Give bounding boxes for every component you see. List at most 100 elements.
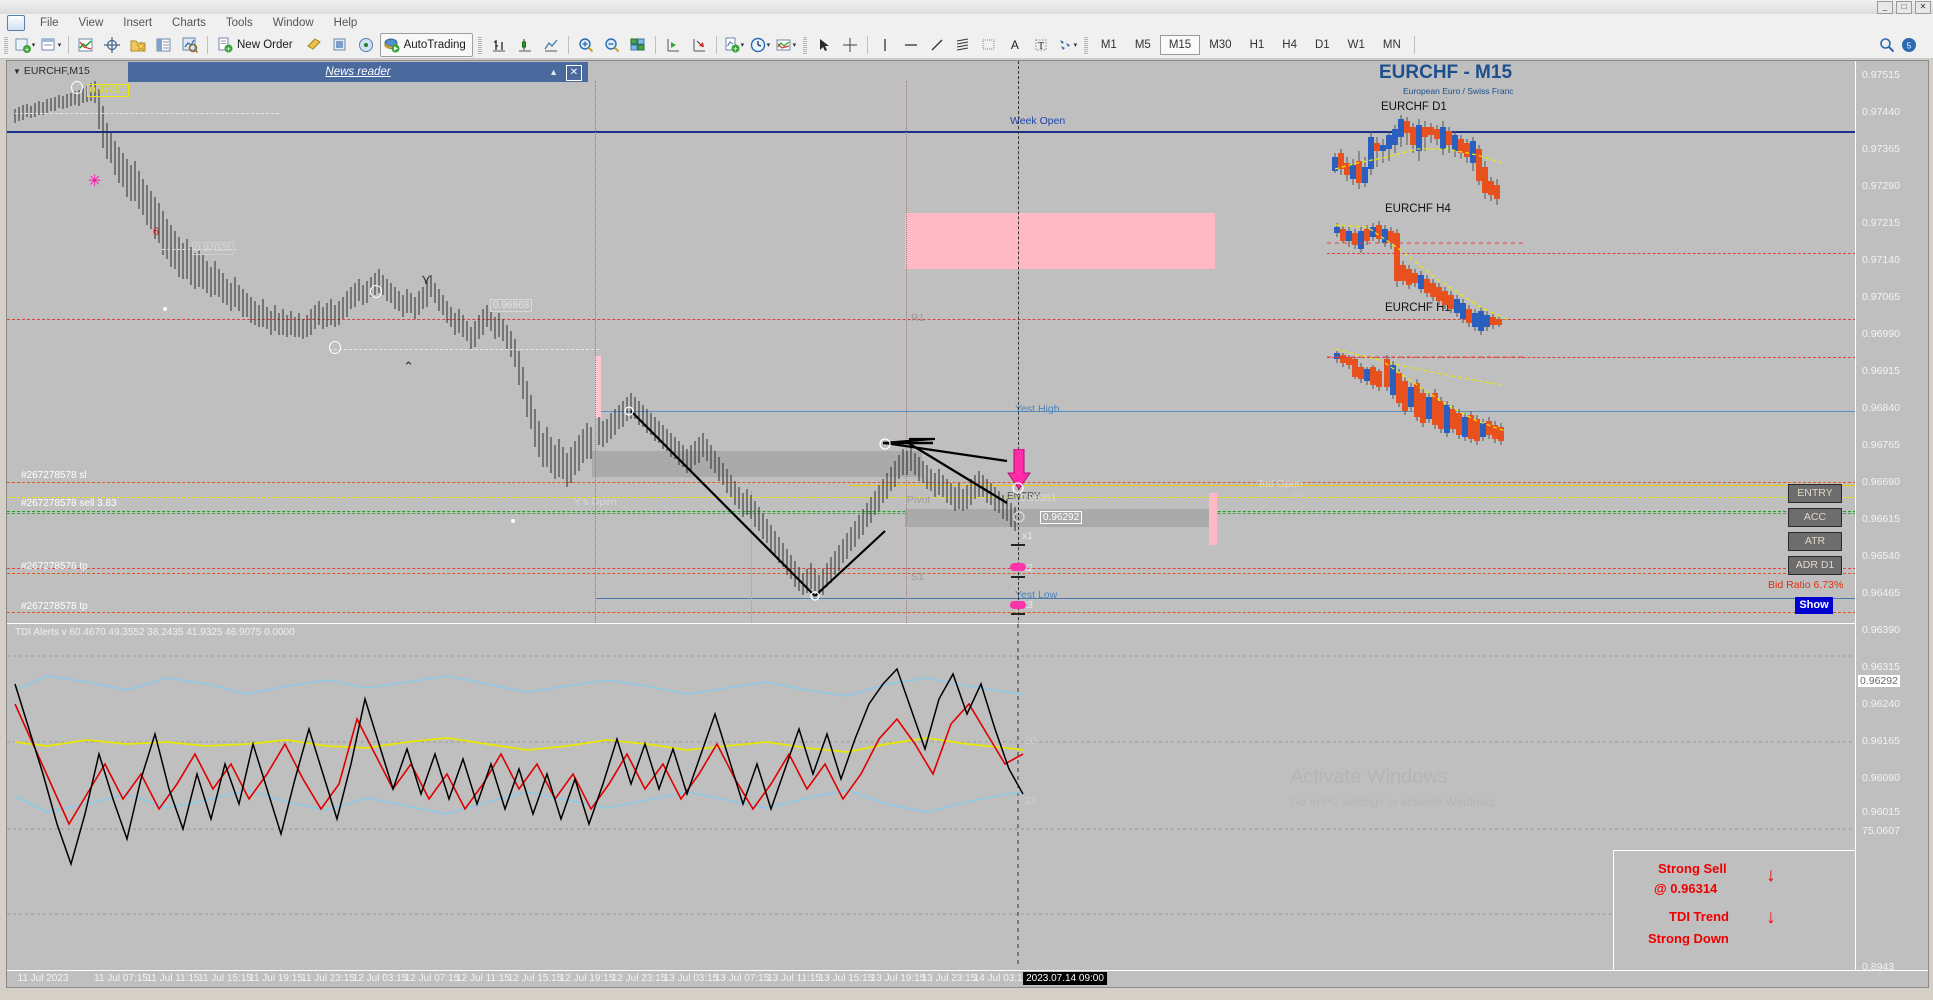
fibonacci-button[interactable] [951, 33, 975, 57]
svg-text:5: 5 [1907, 42, 1912, 51]
timeframe-m5[interactable]: M5 [1134, 39, 1151, 51]
bar-chart-button[interactable] [487, 33, 511, 57]
toolbar-grip-2[interactable] [477, 36, 482, 54]
text-label-icon: T [1033, 37, 1049, 53]
cursor-tool-button[interactable] [812, 33, 836, 57]
price-tick: 0.96315 [1862, 661, 1900, 673]
menu-bar: File View Insert Charts Tools Window Hel… [0, 14, 1933, 33]
news-reader-title[interactable]: News reader [325, 66, 391, 78]
templates-button[interactable]: ▾ [774, 33, 798, 57]
order-label-sell: #267278578 sell 3.83 [21, 498, 117, 509]
timeframe-m30[interactable]: M30 [1209, 39, 1232, 51]
adr-d1-button[interactable]: ADR D1 [1788, 556, 1842, 575]
line-chart-button[interactable] [539, 33, 563, 57]
time-tick: 12 Jul 19:15 [559, 973, 615, 984]
period-button[interactable]: ▾ [748, 33, 772, 57]
session-vline-1 [595, 81, 596, 971]
menu-file[interactable]: File [40, 17, 59, 29]
text-button[interactable]: A [1010, 38, 1019, 52]
template-icon [776, 37, 792, 53]
chart-tab-label[interactable]: ▼ EURCHF,M15 [13, 65, 90, 77]
vertical-line-button[interactable] [873, 33, 897, 57]
time-axis[interactable]: 11 Jul 2023 11 Jul 07:15 11 Jul 11:15 11… [7, 970, 1928, 987]
menu-help[interactable]: Help [333, 17, 358, 29]
current-bar-vline [1018, 61, 1019, 971]
menu-insert[interactable]: Insert [123, 17, 153, 29]
trendline-button[interactable] [925, 33, 949, 57]
entry-button[interactable]: ENTRY [1788, 484, 1842, 503]
timeframe-w1[interactable]: W1 [1347, 39, 1365, 51]
menu-view[interactable]: View [78, 17, 104, 29]
timeframe-mn[interactable]: MN [1382, 39, 1401, 51]
menu-charts[interactable]: Charts [172, 17, 206, 29]
mql5-community-icon[interactable]: 5 [1901, 37, 1917, 53]
channel-button[interactable] [977, 33, 1001, 57]
activate-windows-subtext: Go to PC settings to activate Windows. [1290, 795, 1498, 809]
target-x1-label: x1 [1022, 530, 1034, 542]
timeframe-h1[interactable]: H1 [1249, 39, 1265, 51]
auto-scroll-button[interactable] [687, 33, 711, 57]
timeframe-m15[interactable]: M15 [1159, 35, 1201, 55]
price-tick: 0.96690 [1862, 476, 1900, 488]
zoom-out-button[interactable] [600, 33, 624, 57]
session-vline-2 [906, 81, 907, 971]
navigator-button[interactable] [126, 33, 150, 57]
new-chart-button[interactable]: + ▾ [13, 33, 37, 57]
zoom-in-button[interactable] [574, 33, 598, 57]
metaeditor-button[interactable] [302, 33, 326, 57]
market-watch-button[interactable] [74, 33, 98, 57]
atr-button[interactable]: ATR [1788, 532, 1842, 551]
close-button[interactable]: ✕ [1915, 1, 1931, 14]
timeframe-d1[interactable]: D1 [1314, 39, 1330, 51]
guide-line-2 [162, 249, 237, 250]
price-tick: 0.96465 [1862, 587, 1900, 599]
indicators-button[interactable]: + ▾ [722, 33, 746, 57]
menu-window[interactable]: Window [272, 17, 314, 29]
toolbar-grip-4[interactable] [1083, 36, 1088, 54]
acc-button[interactable]: ACC [1788, 508, 1842, 527]
time-tick: 11 Jul 2023 [17, 973, 69, 984]
new-order-button[interactable]: + New Order [213, 33, 300, 57]
crosshair-button[interactable] [100, 33, 124, 57]
profiles-button[interactable]: ▾ [39, 33, 63, 57]
news-close-icon[interactable]: ✕ [566, 65, 582, 81]
signals-button[interactable] [354, 33, 378, 57]
chart-canvas[interactable]: ▼ EURCHF,M15 News reader ▲ ✕ Week Open R1… [7, 61, 1928, 987]
expert-advisors-button[interactable] [328, 33, 352, 57]
timeframe-m1[interactable]: M1 [1100, 39, 1117, 51]
auto-scroll-icon [691, 37, 707, 53]
tile-windows-button[interactable] [626, 33, 650, 57]
strategy-tester-button[interactable] [178, 33, 202, 57]
menu-tools[interactable]: Tools [225, 17, 253, 29]
metaeditor-icon [306, 37, 322, 53]
level-today-open-label: Tod Open [1257, 478, 1303, 490]
candlestick-button[interactable] [513, 33, 537, 57]
horizontal-line-button[interactable] [899, 33, 923, 57]
price-axis[interactable]: 0.97515 0.97440 0.97365 0.97290 0.97215 … [1855, 61, 1928, 987]
toolbar-grip-3[interactable] [802, 36, 807, 54]
price-tick: 0.96090 [1862, 772, 1900, 784]
arrows-button[interactable]: ▾ [1055, 33, 1079, 57]
time-tick: 13 Jul 03:15 [663, 973, 719, 984]
toolbar-grip[interactable] [4, 36, 8, 54]
news-reader-panel[interactable]: News reader ▲ ✕ [128, 62, 588, 82]
order-label-sl: #267278578 sl [21, 470, 87, 481]
shift-end-button[interactable] [661, 33, 685, 57]
chart-window[interactable]: ▼ EURCHF,M15 News reader ▲ ✕ Week Open R1… [6, 60, 1929, 988]
window-controls: _ □ ✕ [1877, 1, 1931, 14]
minimize-button[interactable]: _ [1877, 1, 1893, 14]
search-icon[interactable] [1879, 37, 1895, 53]
news-collapse-icon[interactable]: ▲ [549, 67, 558, 77]
text-label-button[interactable]: T [1029, 33, 1053, 57]
maximize-button[interactable]: □ [1896, 1, 1912, 14]
time-tick: 13 Jul 19:15 [870, 973, 926, 984]
timeframe-h4[interactable]: H4 [1282, 39, 1297, 51]
terminal-button[interactable] [152, 33, 176, 57]
crosshair-tool-button[interactable] [838, 33, 862, 57]
level-yest-high [595, 411, 1856, 412]
signal-sell-arrow-icon: ↓ [1766, 865, 1776, 886]
time-tick: 13 Jul 23:15 [921, 973, 977, 984]
autotrading-button[interactable]: AutoTrading [379, 33, 473, 57]
show-button[interactable]: Show [1795, 597, 1833, 614]
